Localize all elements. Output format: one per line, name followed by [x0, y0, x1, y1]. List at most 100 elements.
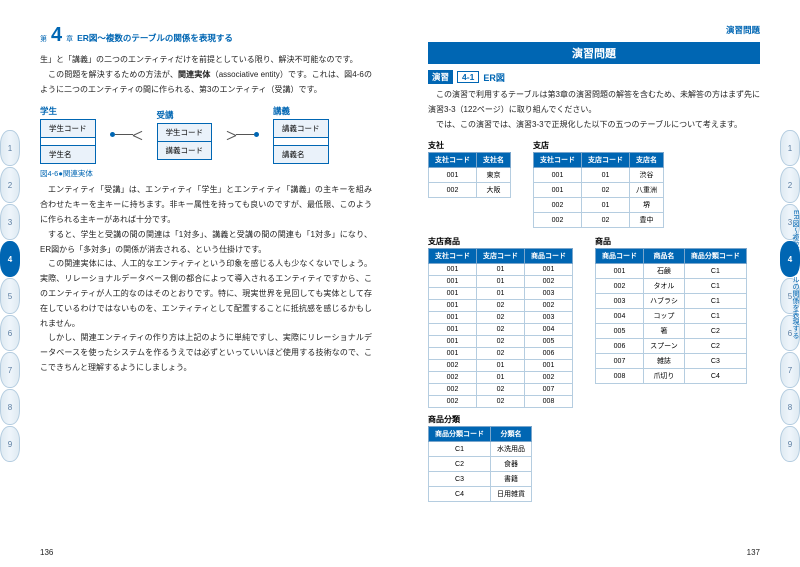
table-cell: タオル [644, 279, 685, 294]
chapter-number: 4 [51, 24, 62, 47]
table-cell: 02 [477, 384, 525, 396]
table-cell: 006 [525, 348, 573, 360]
table-row: 008爪切りC4 [596, 369, 747, 384]
entity-student-title: 学生 [40, 105, 96, 117]
para-2: この問題を解決するための方法が、関連実体（associative entity）… [40, 68, 372, 98]
table-cell: 003 [525, 288, 573, 300]
side-tab-3[interactable]: 3 [0, 204, 20, 240]
table-cell: 02 [582, 183, 630, 198]
table-row: 00201002 [429, 372, 573, 384]
table-row: 00102002 [429, 300, 573, 312]
table-row: 00201堺 [534, 198, 664, 213]
table-row: 003ハブラシC1 [596, 294, 747, 309]
side-tab-2[interactable]: 2 [780, 167, 800, 203]
table-shitenshohin: 支社コード支店コード商品コード0010100100101002001010030… [428, 248, 573, 408]
exercise-name: ER図 [483, 71, 505, 84]
para-4: すると、学生と受講の間の関連は「1対多」、講義と受講の間の関連も「1対多」になり… [40, 228, 372, 258]
table-shiten: 支社コード支店コード支店名00101渋谷00102八重洲00201堺00202豊… [533, 152, 664, 228]
side-tab-9[interactable]: 9 [780, 426, 800, 462]
side-tab-2[interactable]: 2 [0, 167, 20, 203]
table-row: 00101002 [429, 276, 573, 288]
table-cell: 八重洲 [630, 183, 664, 198]
entity-cell: 学生名 [41, 146, 95, 163]
table-row: 001石鹸C1 [596, 264, 747, 279]
table-label-shisha: 支社 [428, 140, 511, 151]
body-text-lower: エンティティ「受講」は、エンティティ「学生」とエンティティ「講義」の主キーを組み… [40, 183, 372, 375]
table-cell: 大阪 [477, 183, 511, 198]
chapter-header: 第 4 章 ER図～複数のテーブルの関係を表現する [40, 24, 372, 47]
table-cell: C1 [684, 279, 746, 294]
table-cell: C2 [684, 324, 746, 339]
table-header-cell: 商品コード [525, 249, 573, 264]
table-cell: 005 [525, 336, 573, 348]
table-cell: 02 [477, 336, 525, 348]
entity-spacer [41, 138, 95, 146]
entity-lecture-title: 講義 [273, 105, 329, 117]
table-cell: 01 [477, 372, 525, 384]
table-cell: 002 [534, 213, 582, 228]
connector-left [110, 130, 143, 140]
table-cell: 002 [525, 276, 573, 288]
table-cell: 003 [525, 312, 573, 324]
para-5: この関連実体には、人工的なエンティティという印象を感じる人も少なくないでしょう。… [40, 257, 372, 331]
table-cell: 001 [429, 264, 477, 276]
entity-cell: 学生コード [41, 120, 95, 138]
table-row: 00202008 [429, 396, 573, 408]
exercise-tag: 演習 [428, 70, 453, 84]
table-shisha: 支社コード支社名001東京002大阪 [428, 152, 511, 198]
side-tab-5[interactable]: 5 [0, 278, 20, 314]
table-row: 006スプーンC2 [596, 339, 747, 354]
intro-2: では、この演習では、演習3-3で正規化した以下の五つのテーブルについて考えます。 [428, 118, 760, 133]
table-row: 00101001 [429, 264, 573, 276]
side-tab-8[interactable]: 8 [780, 389, 800, 425]
table-header-cell: 支店コード [477, 249, 525, 264]
side-tab-7[interactable]: 7 [780, 352, 800, 388]
body-text-upper: 生」と「講義」の二つのエンティティだけを前提としている限り、解決不可能なのです。… [40, 53, 372, 97]
table-row: 00102003 [429, 312, 573, 324]
side-tab-7[interactable]: 7 [0, 352, 20, 388]
table-label-shiten: 支店 [533, 140, 664, 151]
page-number-right: 137 [747, 548, 760, 557]
entity-cell: 講義コード [158, 142, 212, 159]
table-cell: C2 [429, 457, 491, 472]
side-tab-6[interactable]: 6 [0, 315, 20, 351]
table-cell: 爪切り [644, 369, 685, 384]
table-cell: スプーン [644, 339, 685, 354]
para-6: しかし、関連エンティティの作り方は上記のように単純ですし、実際にリレーショナルデ… [40, 331, 372, 375]
side-tab-1[interactable]: 1 [0, 130, 20, 166]
table-cell: C1 [429, 442, 491, 457]
table-cell: 001 [429, 168, 477, 183]
table-row: 001東京 [429, 168, 511, 183]
table-cell: 001 [429, 348, 477, 360]
table-header-cell: 商品分類コード [684, 249, 746, 264]
table-cell: C1 [684, 309, 746, 324]
running-head-right: 演習問題 [428, 24, 760, 36]
table-cell: 02 [477, 300, 525, 312]
table-cell: 002 [534, 198, 582, 213]
table-header-cell: 支社コード [429, 153, 477, 168]
table-cell: 02 [582, 213, 630, 228]
table-shohin: 商品コード商品名商品分類コード001石鹸C1002タオルC1003ハブラシC10… [595, 248, 747, 384]
entity-cell: 学生コード [158, 124, 212, 142]
side-tab-1[interactable]: 1 [780, 130, 800, 166]
table-cell: 001 [429, 336, 477, 348]
table-row: C1水洗用品 [429, 442, 532, 457]
table-cell: 02 [477, 312, 525, 324]
section-banner: 演習問題 [428, 42, 760, 64]
table-cell: 002 [429, 372, 477, 384]
table-cell: 001 [429, 276, 477, 288]
table-cell: 渋谷 [630, 168, 664, 183]
table-cell: 001 [525, 360, 573, 372]
exercise-intro: この演習で利用するテーブルは第3章の演習問題の解答を含むため、未解答の方はまず先… [428, 88, 760, 132]
entity-cell: 講義コード [274, 120, 328, 138]
side-tab-9[interactable]: 9 [0, 426, 20, 462]
entity-spacer [274, 138, 328, 146]
table-bunrui: 商品分類コード分類名C1水洗用品C2食器C3書籍C4日用雑貨 [428, 426, 532, 502]
table-cell: 008 [525, 396, 573, 408]
entity-enroll: 学生コード 講義コード [157, 123, 213, 160]
side-tab-4[interactable]: 4 [0, 241, 20, 277]
table-cell: 007 [525, 384, 573, 396]
side-tab-8[interactable]: 8 [0, 389, 20, 425]
table-cell: 02 [477, 348, 525, 360]
table-cell: 002 [525, 372, 573, 384]
